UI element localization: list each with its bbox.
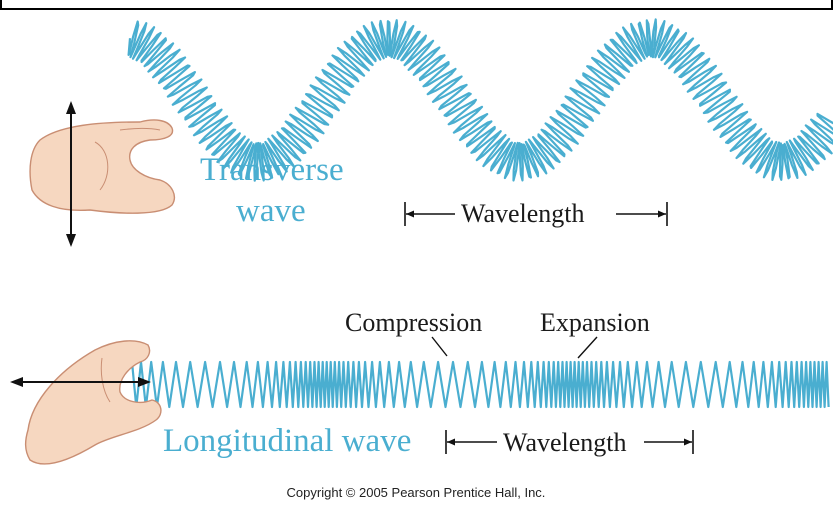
longitudinal-wavelength-marker <box>445 430 694 454</box>
transverse-wavelength-label: Wavelength <box>461 199 585 228</box>
transverse-spring <box>127 18 833 182</box>
longitudinal-spring <box>130 360 830 409</box>
longitudinal-label: Longitudinal wave <box>163 423 411 459</box>
top-frame-border <box>0 0 833 10</box>
longitudinal-wavelength-label: Wavelength <box>503 428 627 457</box>
transverse-label-line2: wave <box>236 193 306 229</box>
transverse-wavelength-marker <box>404 202 668 226</box>
compression-pointer <box>431 336 448 357</box>
copyright-text: Copyright © 2005 Pearson Prentice Hall, … <box>287 485 546 500</box>
transverse-label-line1: Transverse <box>200 152 344 188</box>
vertical-motion-arrow-icon <box>66 101 76 247</box>
hand-longitudinal <box>24 340 162 465</box>
compression-label: Compression <box>345 308 482 337</box>
expansion-pointer <box>577 336 598 359</box>
expansion-label: Expansion <box>540 308 650 337</box>
hand-transverse <box>29 119 176 214</box>
horizontal-motion-arrow-icon <box>10 377 151 387</box>
